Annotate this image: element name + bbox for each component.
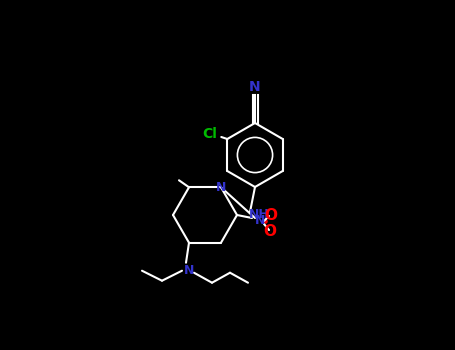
Text: N: N bbox=[255, 215, 265, 228]
Text: Cl: Cl bbox=[202, 127, 217, 141]
Text: NH: NH bbox=[248, 209, 269, 222]
Text: O: O bbox=[264, 208, 278, 223]
Text: O: O bbox=[263, 224, 277, 238]
Text: N: N bbox=[249, 80, 261, 94]
Text: N: N bbox=[184, 264, 194, 277]
Text: N: N bbox=[216, 181, 226, 194]
